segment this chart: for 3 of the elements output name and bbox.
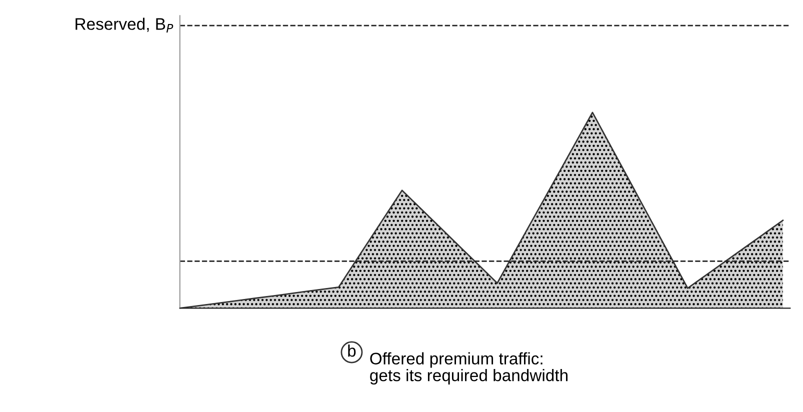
ref-line-label: Reserved, B$_{P}$: [76, 18, 174, 33]
text: b: [348, 344, 356, 357]
text: Offered premium traffic: gets its required bandwidth: [370, 352, 568, 385]
